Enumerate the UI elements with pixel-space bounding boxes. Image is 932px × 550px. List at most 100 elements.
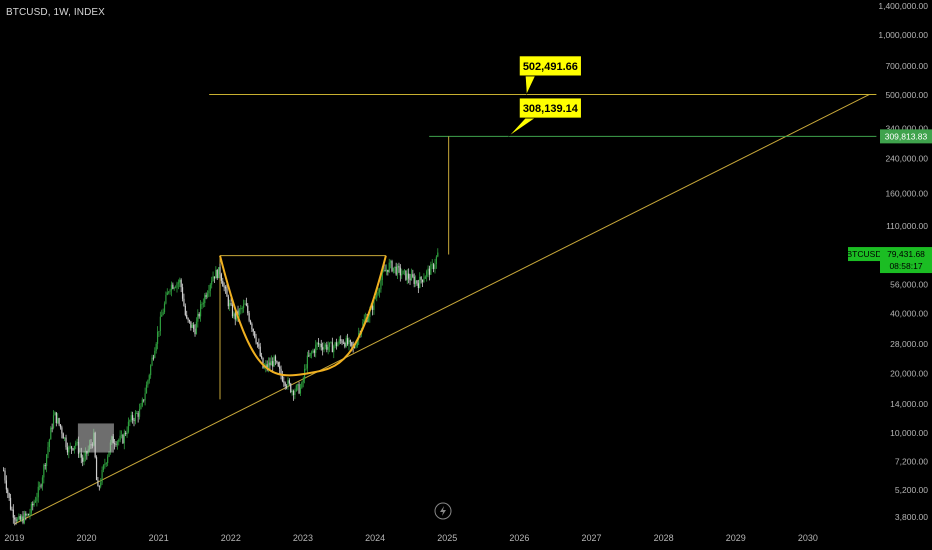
candle-body: [132, 415, 134, 421]
candle-body: [319, 344, 321, 345]
candle-body: [23, 513, 26, 523]
candle-body: [27, 514, 30, 516]
last-price-badge: [880, 247, 932, 274]
candle-body: [166, 292, 168, 296]
candle-body: [288, 380, 290, 384]
candle-body: [69, 446, 71, 448]
candle-body: [170, 284, 173, 291]
candle-body: [168, 291, 170, 293]
candle-body: [227, 296, 229, 307]
candle-body: [340, 339, 342, 341]
callouts-layer: 502,491.66 308,139.14: [508, 55, 582, 137]
candle-body: [308, 355, 310, 357]
candle-body: [310, 352, 313, 354]
candle-body: [316, 342, 318, 345]
candle-body: [387, 269, 389, 272]
candle-body: [4, 470, 6, 481]
candle-body: [413, 276, 415, 284]
candle-body: [345, 338, 347, 347]
symbol-badge-label: BTCUSD: [847, 249, 882, 259]
lightning-glyph: [440, 506, 446, 516]
candle-body: [231, 304, 234, 317]
candle-body: [335, 342, 338, 347]
candle-body: [197, 313, 199, 322]
candle-body: [66, 447, 69, 453]
candle-body: [417, 283, 419, 288]
candle-body: [302, 379, 304, 383]
candle-body: [37, 486, 39, 498]
y-tick-label: 700,000.00: [885, 61, 928, 71]
candle-body: [187, 317, 189, 321]
candle-body: [401, 274, 403, 276]
candle-body: [8, 493, 10, 498]
candle-body: [408, 273, 410, 279]
candle-body: [36, 497, 38, 502]
candle-body: [212, 276, 214, 282]
candle-body: [79, 453, 81, 455]
candle-body: [294, 390, 296, 396]
candle-body: [244, 303, 246, 305]
candle-body: [118, 439, 120, 442]
candle-body: [376, 293, 378, 298]
candle-body: [18, 516, 20, 519]
candle-body: [193, 324, 195, 329]
candle-body: [274, 356, 277, 362]
candle-body: [270, 361, 272, 366]
target-price-badge: [880, 129, 932, 144]
candle-body: [437, 252, 439, 257]
candle-body: [75, 442, 77, 446]
candle-body: [347, 338, 349, 345]
cup-layer: [219, 255, 387, 377]
candle-body: [191, 324, 193, 328]
candle-body: [367, 316, 370, 322]
candle-body: [240, 308, 242, 310]
candle-body: [39, 485, 41, 487]
candle-body: [95, 457, 98, 481]
candle-body: [313, 350, 315, 353]
candle-body: [134, 413, 136, 422]
candle-body: [54, 412, 56, 416]
candle-body: [156, 331, 159, 344]
candle-body: [61, 427, 63, 434]
candle-body: [245, 303, 247, 306]
candle-body: [353, 346, 356, 348]
candle-body: [298, 384, 300, 394]
callout-label: 502,491.66: [523, 61, 578, 73]
x-tick-label: 2020: [77, 533, 97, 543]
candle-body: [254, 331, 256, 338]
candle-body: [195, 321, 198, 335]
candle-body: [292, 390, 295, 396]
candle-body: [183, 298, 185, 306]
candle-body: [398, 265, 400, 268]
candle-body: [259, 346, 261, 357]
candle-body: [405, 270, 407, 280]
candle-body: [143, 399, 145, 401]
candle-body: [324, 344, 327, 347]
candle-body: [179, 279, 181, 283]
candle-body: [169, 290, 171, 292]
candle-body: [317, 342, 320, 345]
candle-body: [46, 454, 48, 467]
last-price-label: 79,431.68: [887, 249, 925, 259]
candle-body: [428, 268, 431, 275]
candle-body: [16, 518, 19, 522]
candle-body: [383, 270, 385, 272]
candle-body: [208, 290, 210, 294]
x-tick-label: 2019: [4, 533, 24, 543]
candle-body: [133, 420, 135, 422]
y-tick-label: 56,000.00: [890, 279, 928, 289]
candle-body: [348, 340, 350, 345]
candle-body: [233, 313, 235, 317]
candle-body: [247, 305, 249, 314]
candle-body: [423, 278, 425, 282]
candle-body: [151, 357, 153, 366]
x-tick-label: 2021: [149, 533, 169, 543]
y-axis: 1,400,000.00 1,000,000.00 700,000.00 500,00…: [878, 0, 932, 550]
candle-body: [176, 283, 178, 288]
cup-curve: [219, 255, 387, 377]
candles-layer: [3, 248, 439, 526]
candle-body: [52, 415, 55, 428]
candle-body: [287, 380, 289, 387]
candle-body: [68, 447, 70, 453]
